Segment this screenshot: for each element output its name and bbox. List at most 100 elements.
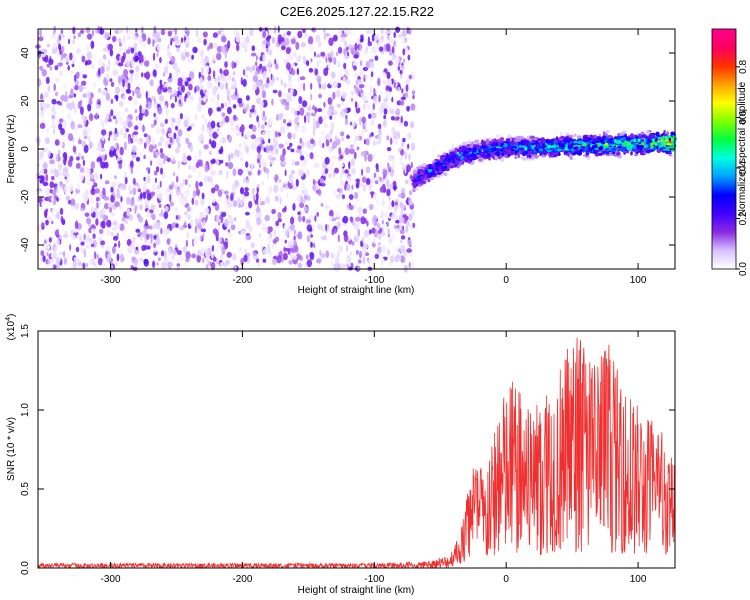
noise-speckle xyxy=(399,73,403,80)
signal-point xyxy=(672,136,675,140)
noise-speckle xyxy=(147,245,151,250)
noise-speckle xyxy=(87,234,90,241)
noise-speckle xyxy=(134,125,139,131)
noise-speckle xyxy=(159,56,162,64)
noise-speckle xyxy=(405,84,409,92)
noise-speckle xyxy=(340,263,347,269)
colorbar-tick-label: 0.8 xyxy=(738,60,749,74)
noise-speckle xyxy=(188,164,191,171)
noise-speckle xyxy=(245,95,250,101)
noise-speckle xyxy=(294,110,298,117)
noise-speckle xyxy=(370,132,374,137)
noise-speckle xyxy=(150,211,154,219)
noise-speckle xyxy=(158,212,165,217)
noise-speckle xyxy=(371,176,376,182)
noise-speckle xyxy=(188,83,193,91)
noise-speckle xyxy=(167,194,170,200)
noise-speckle xyxy=(205,264,208,269)
signal-point xyxy=(582,144,587,147)
signal-point xyxy=(533,150,537,154)
noise-speckle xyxy=(279,187,284,193)
signal-point xyxy=(558,137,564,141)
noise-speckle xyxy=(325,223,328,231)
noise-speckle xyxy=(340,180,346,187)
noise-speckle xyxy=(251,143,255,149)
noise-speckle xyxy=(122,35,125,44)
noise-speckle xyxy=(297,30,303,39)
noise-speckle xyxy=(147,37,151,45)
noise-speckle xyxy=(377,222,381,229)
noise-speckle xyxy=(290,38,296,45)
signal-point xyxy=(608,135,614,139)
noise-speckle xyxy=(115,86,120,95)
signal-point xyxy=(644,147,649,151)
signal-point xyxy=(469,158,473,162)
noise-speckle xyxy=(139,86,144,95)
noise-speckle xyxy=(284,239,288,244)
noise-speckle xyxy=(204,118,208,123)
noise-speckle xyxy=(205,91,210,96)
noise-speckle xyxy=(203,144,209,150)
noise-speckle xyxy=(269,144,274,152)
noise-speckle xyxy=(363,139,367,145)
noise-speckle xyxy=(362,208,367,214)
noise-speckle xyxy=(228,203,233,208)
signal-point xyxy=(647,149,653,153)
noise-speckle xyxy=(174,40,181,46)
noise-speckle xyxy=(40,169,45,174)
noise-speckle xyxy=(187,213,191,221)
noise-speckle xyxy=(209,176,213,183)
noise-speckle xyxy=(261,140,265,145)
noise-speckle xyxy=(212,70,216,79)
noise-speckle xyxy=(156,127,161,135)
signal-point xyxy=(529,135,536,139)
noise-speckle xyxy=(67,199,72,205)
noise-speckle xyxy=(287,146,291,150)
noise-speckle xyxy=(386,188,391,197)
noise-speckle xyxy=(383,98,388,103)
noise-speckle xyxy=(221,36,227,43)
noise-speckle xyxy=(221,74,226,83)
signal-point xyxy=(514,138,521,143)
noise-speckle xyxy=(42,255,46,263)
noise-speckle xyxy=(71,101,75,109)
noise-speckle xyxy=(332,190,337,196)
noise-speckle xyxy=(370,256,374,265)
signal-point xyxy=(613,154,618,157)
noise-speckle xyxy=(292,186,297,191)
noise-speckle xyxy=(256,154,262,159)
noise-speckle xyxy=(195,218,199,226)
noise-speckle xyxy=(184,51,190,58)
noise-speckle xyxy=(400,142,404,147)
noise-speckle xyxy=(160,209,164,215)
noise-speckle xyxy=(250,162,254,168)
noise-speckle xyxy=(160,250,165,257)
noise-speckle xyxy=(323,28,326,34)
noise-speckle xyxy=(354,191,358,200)
noise-speckle xyxy=(79,29,85,34)
noise-speckle xyxy=(301,189,304,195)
noise-speckle xyxy=(385,84,390,93)
noise-speckle xyxy=(340,131,345,137)
noise-speckle xyxy=(143,181,147,187)
noise-speckle xyxy=(124,141,127,151)
noise-speckle xyxy=(130,47,135,54)
noise-speckle xyxy=(364,128,368,133)
noise-speckle xyxy=(108,113,111,122)
noise-speckle xyxy=(374,34,379,41)
noise-speckle xyxy=(204,249,209,257)
signal-point xyxy=(469,143,474,149)
noise-speckle xyxy=(78,137,81,145)
noise-speckle xyxy=(59,207,64,215)
noise-speckle xyxy=(310,138,315,145)
noise-speckle xyxy=(306,60,310,66)
noise-speckle xyxy=(110,109,114,117)
noise-speckle xyxy=(387,162,390,168)
noise-speckle xyxy=(306,259,313,268)
noise-speckle xyxy=(345,79,351,85)
noise-speckle xyxy=(91,185,95,192)
noise-speckle xyxy=(339,70,342,79)
signal-point xyxy=(424,170,427,173)
noise-speckle xyxy=(90,243,95,248)
noise-speckle xyxy=(164,206,169,212)
